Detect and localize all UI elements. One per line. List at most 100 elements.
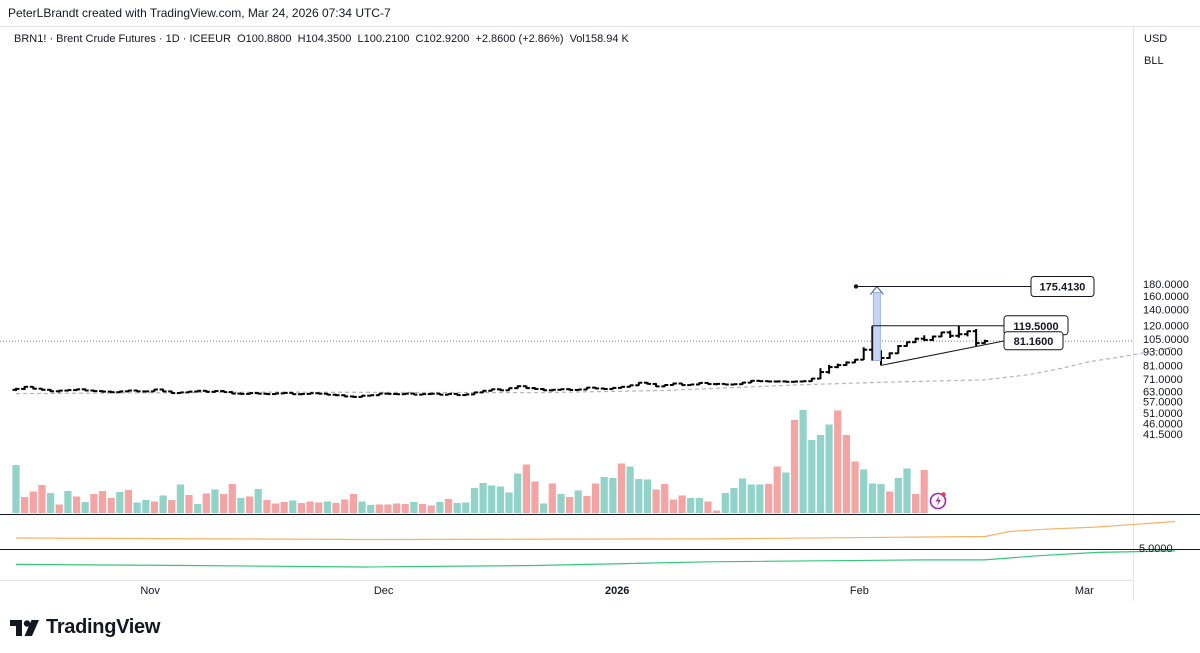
ohlc-bar xyxy=(600,387,608,390)
ohlc-bar xyxy=(401,392,409,396)
ohlc-bar xyxy=(851,358,859,364)
volume-bar xyxy=(211,489,219,513)
ohlc-bar xyxy=(782,380,790,383)
volume-bar xyxy=(29,491,37,513)
volume-bar xyxy=(297,503,305,513)
volume-bar xyxy=(609,478,617,513)
ohlc-bar xyxy=(263,392,271,396)
volume-bar xyxy=(289,500,297,513)
ohlc-bar xyxy=(228,391,236,395)
ohlc-bar xyxy=(341,394,349,398)
legend-volume: Vol158.94 K xyxy=(569,33,629,45)
pattern-annotations[interactable]: 175.4130 119.5000 81.1600 xyxy=(853,276,1095,366)
price-chart[interactable]: 175.4130 119.5000 81.1600 180.0000160.0000… xyxy=(0,27,1200,601)
volume-bar xyxy=(825,424,833,513)
volume-bar xyxy=(799,410,807,513)
volume-bar xyxy=(410,502,418,513)
volume-bar xyxy=(73,496,81,513)
volume-bar xyxy=(816,435,825,513)
volume-bar xyxy=(531,481,539,513)
ohlc-bar xyxy=(427,392,435,396)
ohlc-bar xyxy=(566,388,574,391)
volume-bar xyxy=(877,484,885,513)
volume-bar xyxy=(842,435,850,513)
volume-bar xyxy=(470,488,479,513)
volume-bar xyxy=(592,483,600,513)
ohlc-bar xyxy=(886,352,894,359)
ohlc-bar xyxy=(384,392,392,395)
chart-attribution: PeterLBrandt created with TradingView.co… xyxy=(8,6,391,20)
ohlc-bar xyxy=(332,393,340,397)
ohlc-bars xyxy=(12,325,989,398)
volume-bar xyxy=(47,493,55,513)
volume-bar xyxy=(765,484,773,513)
tradingview-logo-text: TradingView xyxy=(46,616,161,638)
volume-bar xyxy=(505,492,513,513)
ohlc-bar xyxy=(799,380,807,383)
volume-bar xyxy=(306,501,314,513)
ohlc-bar xyxy=(124,389,132,393)
chart-frame[interactable]: 175.4130 119.5000 81.1600 180.0000 160.0000… xyxy=(0,26,1200,601)
ohlc-bar xyxy=(730,383,738,386)
time-tick-label: Feb xyxy=(850,585,869,597)
ohlc-bar xyxy=(375,392,383,397)
ohlc-bar xyxy=(246,392,254,395)
volume-bar xyxy=(894,478,902,513)
indicator-line-green xyxy=(15,550,1176,568)
ohlc-bar xyxy=(47,388,55,393)
ohlc-bar xyxy=(661,384,669,388)
price-tick-label: 180.0000 xyxy=(1143,279,1189,291)
volume-bar xyxy=(514,473,522,513)
ohlc-bar xyxy=(202,389,210,393)
ohlc-bar xyxy=(669,382,677,386)
pattern-low-label-box xyxy=(1003,331,1064,351)
ohlc-bar xyxy=(626,384,634,388)
ohlc-bar xyxy=(436,392,444,396)
ohlc-bar xyxy=(834,363,842,369)
ohlc-bar xyxy=(618,385,625,389)
volume-bar xyxy=(427,505,435,513)
volume-bar xyxy=(756,484,764,513)
volume-bar xyxy=(323,501,331,513)
volume-bar xyxy=(349,494,357,513)
ohlc-bar xyxy=(99,390,106,393)
ohlc-bar xyxy=(358,394,366,398)
time-axis[interactable]: NovDec2026FebMarApr xyxy=(140,585,1200,597)
legend-low: L100.2100 xyxy=(357,33,410,45)
ohlc-bar xyxy=(946,330,954,338)
ohlc-bar xyxy=(73,388,81,392)
tradingview-logo[interactable]: TradingView xyxy=(10,616,160,639)
time-tick-label: Mar xyxy=(1075,585,1094,597)
ohlc-bar xyxy=(150,388,158,393)
alert-icon[interactable] xyxy=(929,492,947,510)
volume-bar xyxy=(557,494,565,513)
volume-bar xyxy=(643,479,652,513)
tradingview-logo-icon xyxy=(10,619,39,636)
ohlc-bar xyxy=(583,386,591,391)
ohlc-bar xyxy=(548,388,556,392)
price-tick-label: 160.0000 xyxy=(1143,291,1189,303)
volume-bar xyxy=(453,503,461,513)
time-tick-label: Dec xyxy=(374,585,394,597)
pattern-high-label: 119.5000 xyxy=(1013,321,1058,333)
volume-bar xyxy=(332,503,340,513)
target-label: 175.4130 xyxy=(1040,282,1086,294)
ohlc-bar xyxy=(349,395,357,398)
ohlc-bar xyxy=(471,391,478,396)
price-tick-label: 120.0000 xyxy=(1143,320,1189,332)
volume-bar xyxy=(920,470,928,513)
indicator-lines xyxy=(15,520,1176,568)
ohlc-bar xyxy=(860,347,868,361)
ohlc-bar xyxy=(479,389,487,394)
ohlc-bar xyxy=(38,387,46,391)
unit-label[interactable]: BLL xyxy=(1144,55,1164,67)
price-tick-label: 105.0000 xyxy=(1143,334,1189,346)
volume-bar xyxy=(55,504,63,513)
volume-bar xyxy=(358,501,366,513)
currency-label[interactable]: USD xyxy=(1144,33,1168,45)
ohlc-bar xyxy=(972,329,980,347)
volume-bar xyxy=(176,484,184,513)
volume-bar xyxy=(462,502,470,513)
volume-bar xyxy=(220,494,228,513)
